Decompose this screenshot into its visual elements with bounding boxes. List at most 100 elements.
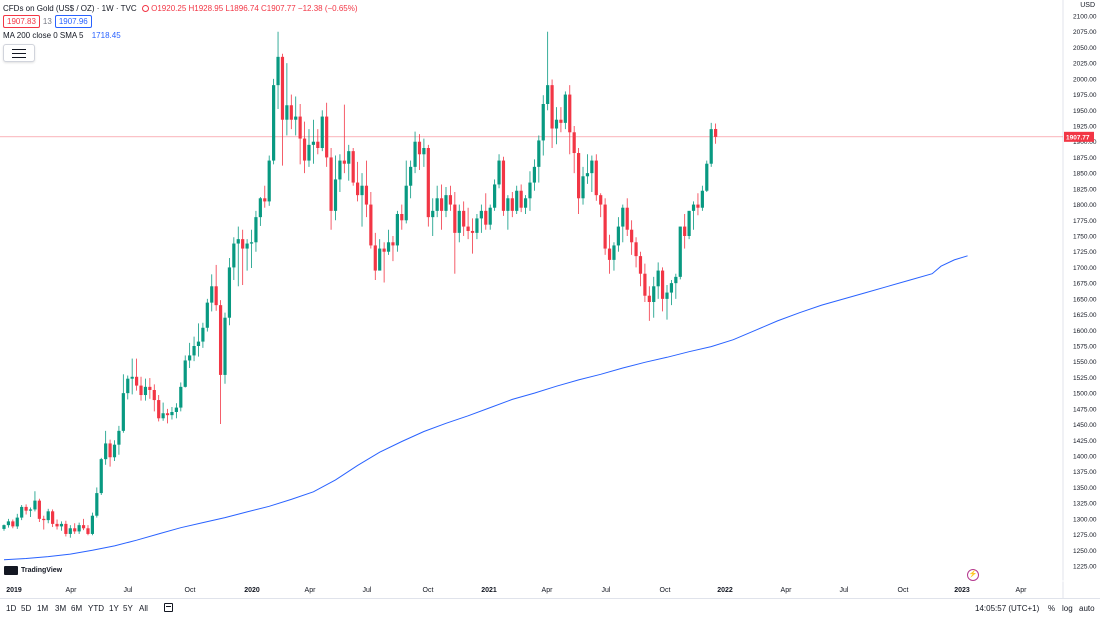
candle-body	[674, 276, 678, 284]
y-tick-label: 1850.00	[1073, 171, 1097, 178]
candle-body	[68, 528, 72, 534]
timeframe-all[interactable]: All	[139, 604, 148, 613]
candle-body	[581, 176, 585, 199]
candle-body	[607, 248, 612, 260]
candle-body	[532, 166, 536, 183]
x-tick-label: 2022	[717, 587, 733, 594]
candle-body	[444, 195, 448, 211]
y-tick-label: 1450.00	[1073, 422, 1097, 429]
y-tick-label: 1475.00	[1073, 406, 1097, 413]
x-tick-label: 2023	[954, 587, 970, 594]
candle-body	[258, 198, 262, 218]
candle-body	[276, 56, 280, 86]
ma-indicator-label: MA 200 close 0 SMA 5	[3, 31, 84, 40]
candle-body	[28, 509, 33, 511]
candle-body	[20, 506, 24, 518]
tradingview-watermark: TradingView	[4, 566, 62, 575]
candle-body	[453, 204, 457, 233]
candle-body	[161, 413, 165, 419]
candle-body	[130, 376, 134, 379]
candle-body	[435, 198, 439, 211]
candle-body	[585, 173, 590, 177]
candle-body	[37, 500, 41, 519]
timeframe-1y[interactable]: 1Y	[109, 604, 119, 613]
candle-body	[143, 386, 148, 396]
candle-body	[298, 116, 302, 139]
x-tick-label: Apr	[66, 587, 78, 594]
x-tick-label: Oct	[423, 587, 434, 594]
candle-body	[470, 230, 475, 233]
y-tick-label: 1250.00	[1073, 548, 1097, 555]
candle-body	[705, 163, 709, 191]
candle-body	[192, 346, 196, 356]
candle-body	[42, 518, 46, 521]
candle-body	[506, 198, 510, 211]
candle-body	[86, 528, 90, 534]
candle-body	[369, 204, 373, 246]
menu-icon-line	[12, 57, 26, 59]
candle-body	[660, 270, 665, 299]
y-tick-label: 1650.00	[1073, 296, 1097, 303]
candle-body	[2, 525, 6, 529]
candle-body	[227, 267, 232, 318]
timeframe-1d[interactable]: 1D	[6, 604, 17, 613]
candle-body	[15, 517, 19, 527]
y-tick-label: 1550.00	[1073, 359, 1097, 366]
menu-icon-line	[12, 53, 26, 55]
candle-body	[112, 444, 117, 458]
candle-body	[590, 160, 594, 174]
timeframe-3m[interactable]: 3M	[55, 604, 67, 613]
candle-body	[594, 160, 598, 196]
timeframe-1m[interactable]: 1M	[37, 604, 49, 613]
percent-scale-toggle[interactable]: %	[1048, 604, 1056, 613]
candle-body	[382, 248, 386, 252]
log-scale-toggle[interactable]: log	[1062, 604, 1073, 613]
x-tick-label: Jul	[602, 587, 611, 594]
x-tick-label: Apr	[1016, 587, 1028, 594]
candle-body	[108, 443, 112, 458]
candle-body	[46, 511, 50, 521]
candle-body	[320, 116, 324, 148]
y-tick-label: 1825.00	[1073, 186, 1097, 193]
candle-body	[519, 190, 523, 208]
y-tick-label: 1500.00	[1073, 391, 1097, 398]
clock[interactable]: 14:05:57 (UTC+1)	[975, 604, 1040, 613]
timeframe-ytd[interactable]: YTD	[88, 604, 104, 613]
calendar-icon[interactable]	[164, 603, 173, 612]
candle-body	[360, 185, 364, 196]
legend-collapse-button[interactable]	[3, 44, 35, 62]
price-chart[interactable]: 2100.00 2075.00 2050.00 2025.00 2000.00 1975.…	[0, 0, 1100, 598]
candle-body	[245, 243, 249, 249]
candle-body	[188, 355, 192, 361]
current-price-tag	[1064, 131, 1094, 142]
y-tick-label: 2050.00	[1073, 45, 1097, 52]
candle-body	[687, 210, 691, 236]
timeframe-6m[interactable]: 6M	[71, 604, 83, 613]
lightning-icon[interactable]: ⚡	[967, 569, 979, 581]
candle-body	[104, 443, 108, 460]
ma-indicator-legend[interactable]: MA 200 close 0 SMA 5 1718.45	[3, 31, 121, 40]
currency-label[interactable]: USD	[1080, 2, 1095, 9]
timeframe-5d[interactable]: 5D	[21, 604, 32, 613]
auto-scale-toggle[interactable]: auto	[1079, 604, 1095, 613]
y-tick-label: 1625.00	[1073, 312, 1097, 319]
candle-body	[135, 376, 139, 386]
candle-body	[148, 386, 152, 390]
candle-body	[267, 160, 271, 202]
y-tick-label: 2075.00	[1073, 29, 1097, 36]
candle-body	[448, 195, 453, 205]
x-tick-label: Jul	[363, 587, 372, 594]
candle-body	[218, 305, 223, 375]
buy-price-box[interactable]: 1907.96	[54, 15, 92, 28]
sell-price-box[interactable]: 1907.83	[3, 15, 40, 28]
candle-body	[665, 292, 669, 299]
candle-body	[523, 198, 528, 208]
tradingview-logo-icon	[4, 566, 18, 575]
candle-body	[462, 210, 466, 227]
candle-body	[285, 105, 289, 120]
candle-body	[630, 229, 634, 243]
x-tick-label: 2021	[481, 587, 497, 594]
candle-body	[709, 129, 713, 164]
timeframe-5y[interactable]: 5Y	[123, 604, 133, 613]
candle-body	[528, 182, 532, 199]
